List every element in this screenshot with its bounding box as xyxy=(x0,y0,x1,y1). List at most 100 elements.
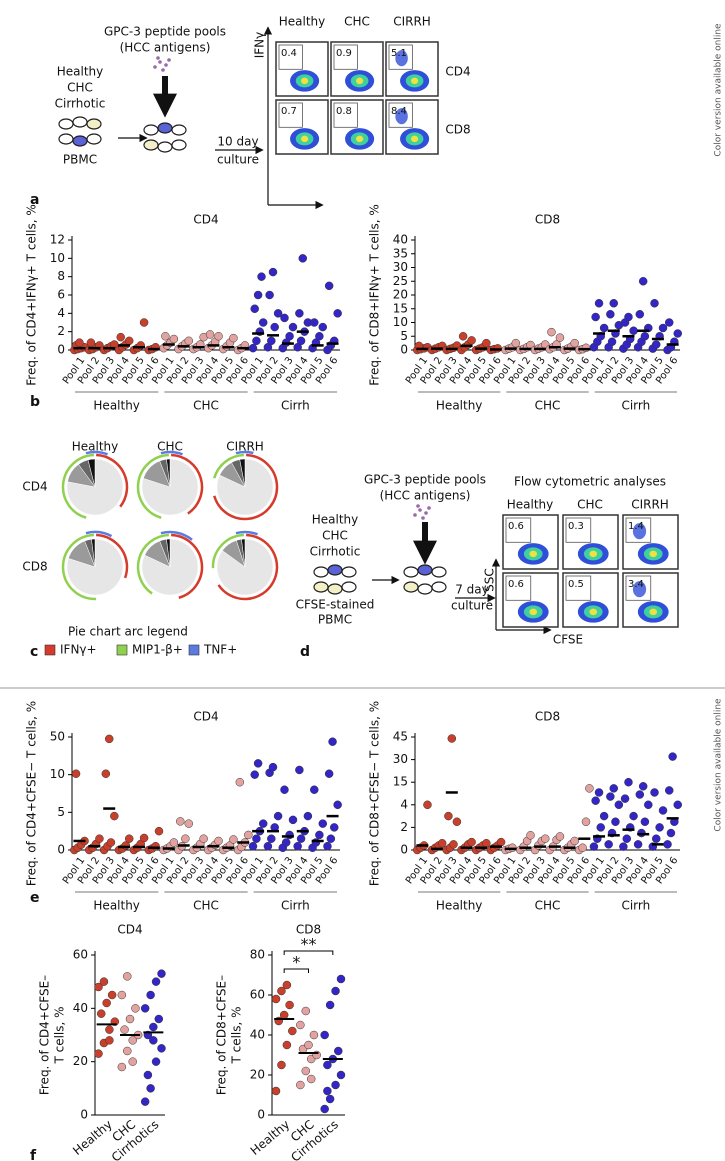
y-tick-label: 4 xyxy=(400,797,408,811)
point xyxy=(467,336,476,345)
event-cloud xyxy=(395,108,408,125)
column-header: CHC xyxy=(577,498,603,512)
gate-value: 0.4 xyxy=(281,48,297,59)
point xyxy=(139,318,149,327)
cell xyxy=(417,583,433,595)
y-axis-label: Freq. of CD4+CFSE− T cells, % xyxy=(25,701,39,886)
significance-bracket xyxy=(283,968,309,973)
arc xyxy=(235,530,258,536)
point xyxy=(285,332,294,341)
point xyxy=(248,343,258,353)
gate-value: 0.8 xyxy=(336,106,352,117)
y-tick-label: 60 xyxy=(73,948,88,962)
point xyxy=(214,836,223,846)
gate xyxy=(388,44,413,70)
point xyxy=(315,830,324,840)
y-tick-label: 50 xyxy=(50,730,65,744)
point xyxy=(540,834,550,843)
event-cloud xyxy=(529,608,538,616)
column-header: Healthy xyxy=(507,498,554,512)
row-label: CD4 xyxy=(22,480,47,494)
y-tick-label: 25 xyxy=(393,274,408,288)
point xyxy=(268,267,278,277)
point xyxy=(104,734,114,744)
point xyxy=(86,338,96,347)
point xyxy=(444,811,453,821)
cell xyxy=(72,135,88,147)
panel-label: f xyxy=(30,1148,37,1161)
cells: PBMC xyxy=(318,613,352,627)
cell xyxy=(403,581,419,593)
point xyxy=(128,1057,137,1066)
point xyxy=(184,819,194,828)
point xyxy=(449,840,458,849)
y-tick-label: 20 xyxy=(250,1068,265,1082)
cell xyxy=(143,139,159,151)
point xyxy=(447,734,457,743)
point xyxy=(658,323,668,333)
peptide xyxy=(418,508,422,512)
point xyxy=(229,333,238,343)
event-cloud xyxy=(589,608,598,616)
cell xyxy=(58,133,74,145)
point xyxy=(323,841,332,851)
event-cloud xyxy=(649,550,658,558)
point xyxy=(336,1070,346,1080)
point xyxy=(120,1025,129,1034)
point xyxy=(99,977,109,986)
x-tick-label: Healthy xyxy=(70,1117,115,1158)
axis-label: IFNγ xyxy=(253,32,267,59)
point xyxy=(619,842,628,851)
point xyxy=(157,1044,166,1053)
event-cloud xyxy=(529,550,538,558)
gate-value: 0.6 xyxy=(508,579,524,590)
arc xyxy=(96,453,129,508)
point xyxy=(107,990,117,1000)
point xyxy=(650,299,659,308)
cell xyxy=(327,564,343,576)
donor: Cirrhotic xyxy=(55,97,106,111)
point xyxy=(640,332,650,341)
column-header: CIRRH xyxy=(393,15,431,29)
point xyxy=(336,974,346,984)
point xyxy=(123,972,132,981)
y-tick-label: 0 xyxy=(400,343,408,357)
point xyxy=(310,785,319,794)
event-cloud xyxy=(410,135,419,143)
point xyxy=(585,784,594,793)
chart-title: CD8 xyxy=(535,213,560,227)
gate-value: 1.4 xyxy=(628,521,644,532)
point xyxy=(315,332,324,341)
point xyxy=(570,836,579,846)
axis-label: CFSE xyxy=(553,633,583,647)
point xyxy=(293,841,302,851)
point xyxy=(570,338,579,348)
event-cloud xyxy=(355,77,364,85)
pools-subtitle: (HCC antigens) xyxy=(120,41,211,55)
y-tick-label: 10 xyxy=(393,315,408,329)
point xyxy=(594,788,604,797)
point xyxy=(334,1046,343,1056)
point xyxy=(482,838,491,848)
axis-label: SSC xyxy=(483,568,497,592)
point xyxy=(117,1062,127,1072)
point xyxy=(105,1025,114,1034)
point xyxy=(124,834,134,843)
pie-slice xyxy=(166,458,171,488)
legend-swatch xyxy=(188,644,200,656)
culture: 10 day xyxy=(217,135,258,149)
pie-slice xyxy=(66,458,124,516)
arc xyxy=(171,453,204,515)
y-tick-label: 80 xyxy=(250,948,265,962)
cell xyxy=(143,124,159,136)
gate-value: 0.6 xyxy=(508,521,524,532)
column-header: CIRRH xyxy=(226,440,264,454)
group-label: Healthy xyxy=(93,399,140,413)
side-note: Color version available online xyxy=(714,23,724,157)
point xyxy=(638,782,648,791)
point xyxy=(555,832,565,841)
point xyxy=(258,819,268,828)
gate xyxy=(278,102,303,128)
point xyxy=(140,1004,150,1013)
